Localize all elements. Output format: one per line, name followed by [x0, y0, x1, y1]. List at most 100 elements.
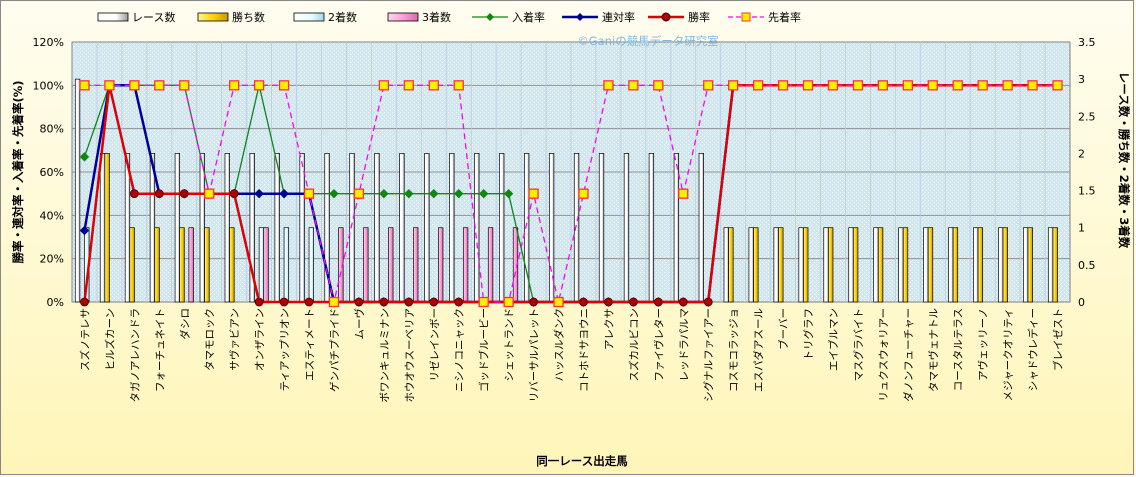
category-label: リバーサルパレット — [529, 308, 541, 402]
point-marker — [404, 297, 414, 307]
y-left-tick-label: 100% — [33, 79, 64, 92]
point-marker — [678, 297, 688, 307]
category-label: シグナルファイアー — [702, 308, 715, 402]
bar-races — [823, 227, 829, 303]
legend-marker — [486, 13, 494, 21]
point-marker — [578, 188, 589, 199]
point-marker — [428, 80, 439, 91]
category-label: ムーヴ — [353, 308, 366, 340]
bar-races — [573, 153, 580, 303]
bar-races — [923, 227, 929, 303]
point-marker — [503, 296, 514, 308]
legend-marker — [576, 13, 584, 21]
point-marker — [79, 80, 90, 91]
y-left-tick-label: 0% — [47, 296, 64, 309]
legend-label: 連対率 — [602, 10, 635, 24]
category-label: タガノアレハンドラ — [129, 308, 141, 403]
legend-label: 先着率 — [768, 10, 801, 24]
point-marker — [229, 189, 239, 199]
category-label: ボワンキュルミナン — [379, 308, 391, 403]
point-marker — [852, 80, 864, 91]
category-label: フォーチュネイト — [154, 308, 166, 392]
category-label: オンザライン — [254, 308, 266, 371]
category-label: ダノンフューチャー — [902, 308, 915, 402]
category-label: ゴッドブルービー — [478, 308, 491, 392]
point-marker — [279, 188, 289, 199]
category-label: ハッスルダンク — [553, 308, 566, 382]
point-marker — [952, 80, 963, 91]
bar-third — [188, 227, 194, 303]
bar-wins — [778, 227, 784, 303]
point-marker — [429, 297, 439, 307]
category-label: コスモコラッジョ — [728, 308, 740, 392]
category-label: コトホドサヨウニ — [579, 308, 591, 392]
point-marker — [1002, 80, 1013, 91]
bar-races — [249, 153, 255, 303]
point-marker — [404, 188, 414, 199]
bar-second — [283, 227, 290, 303]
legend-marker — [741, 12, 751, 22]
bar-second — [258, 227, 265, 303]
point-marker — [628, 297, 638, 307]
point-marker — [877, 80, 889, 91]
bar-wins — [927, 227, 934, 303]
point-marker — [129, 189, 139, 199]
bar-races — [998, 227, 1004, 303]
point-marker — [353, 188, 365, 199]
category-label: シャドウレディー — [1027, 308, 1040, 391]
bar-wins — [803, 227, 809, 303]
bar-races — [1023, 227, 1029, 303]
point-marker — [403, 80, 414, 91]
legend-swatch — [387, 12, 419, 22]
bar-races — [973, 227, 979, 303]
point-marker — [579, 297, 588, 307]
bar-races — [499, 153, 505, 303]
point-marker — [728, 80, 739, 91]
bar-races — [1047, 227, 1054, 303]
y-axis-left-title: 勝率・連対率・入着率・先着率(%) — [11, 80, 25, 263]
point-marker — [179, 80, 190, 91]
y-right-tick-label: 2.5 — [1078, 110, 1096, 123]
point-marker — [254, 188, 264, 199]
category-label: ダシロ — [178, 308, 191, 340]
bar-wins — [1052, 227, 1058, 303]
bar-races — [673, 153, 680, 303]
bar-wins — [728, 227, 734, 303]
category-label: アレクサ — [603, 308, 615, 350]
watermark: ©Ganiの競馬データ研究室 — [577, 34, 718, 48]
point-marker — [604, 297, 613, 307]
y-right-tick-label: 3 — [1078, 73, 1085, 86]
y-axis-right-title: レース数・勝ち数・2着数・3着数 — [1117, 72, 1131, 249]
point-marker — [977, 80, 988, 91]
category-label: ホウオウスーベリア — [404, 308, 416, 403]
category-label: リュクスウォリアー — [878, 308, 890, 402]
bar-third — [462, 227, 469, 303]
point-marker — [653, 80, 664, 91]
category-label: レッドラパルマ — [678, 308, 690, 381]
y-left-tick-label: 60% — [40, 166, 64, 179]
point-marker — [529, 297, 538, 307]
point-marker — [628, 80, 639, 91]
point-marker — [354, 297, 364, 307]
point-marker — [179, 189, 189, 199]
category-label: トリグラフ — [802, 308, 815, 361]
category-label: ティアップリオン — [279, 308, 291, 391]
bar-races — [449, 153, 455, 303]
legend-swatch — [197, 12, 229, 22]
bar-races — [598, 153, 605, 303]
bar-races — [698, 153, 704, 303]
y-right-tick-label: 1.5 — [1078, 185, 1096, 198]
point-marker — [104, 80, 115, 91]
point-marker — [454, 297, 464, 307]
bar-second — [308, 227, 314, 303]
bar-wins — [129, 227, 135, 303]
bar-races — [948, 227, 954, 303]
legend-label: 3着数 — [422, 10, 451, 24]
point-marker — [528, 188, 539, 199]
point-marker — [678, 188, 689, 199]
y-left-tick-label: 40% — [40, 209, 64, 222]
category-label: エイブルマン — [827, 308, 840, 371]
category-label: サヴァビアン — [228, 308, 241, 371]
point-marker — [254, 297, 264, 307]
category-label: タマモロック — [204, 308, 216, 371]
